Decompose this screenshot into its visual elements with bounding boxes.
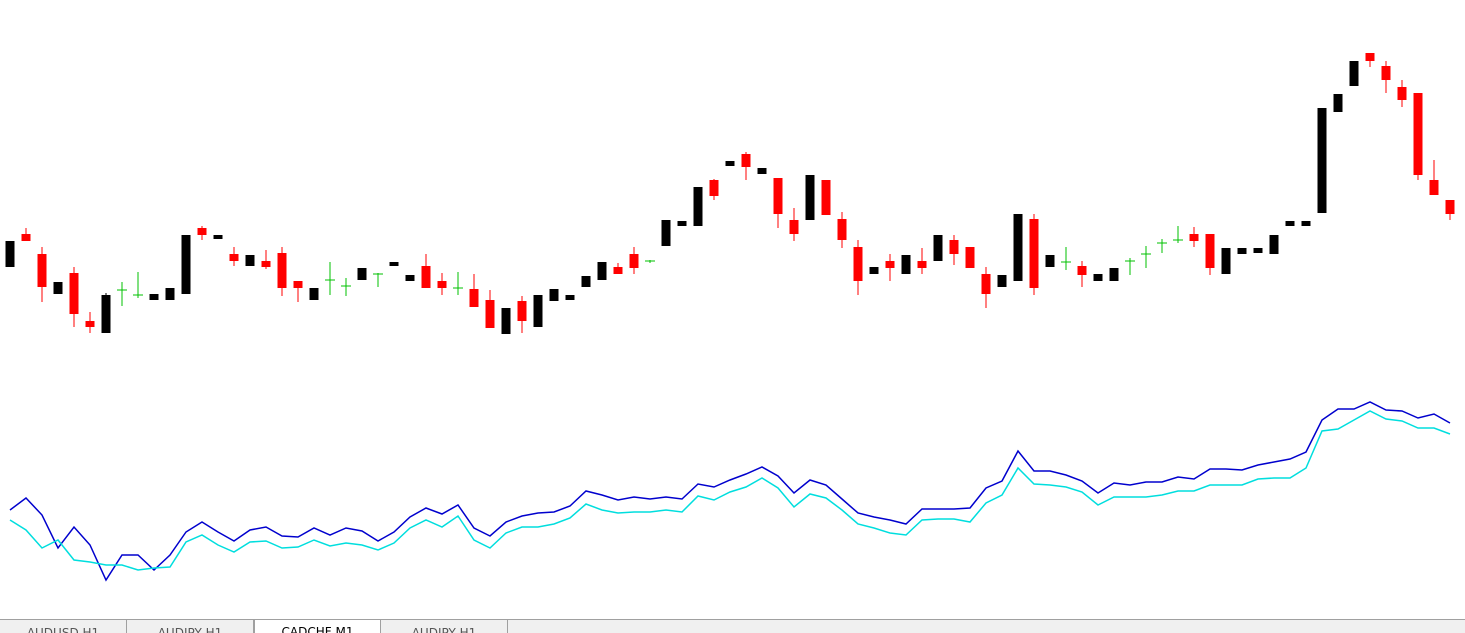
indicator-line [9,401,1451,582]
candle-body [421,266,431,288]
candle-body [1093,274,1103,281]
candle-body [1365,53,1375,61]
candle-body [1109,268,1119,281]
candle-body [693,187,703,226]
candle-body [197,228,207,235]
candle-body [837,219,847,240]
candle-body [181,235,191,294]
candle-body [709,180,719,196]
candle-body [789,220,799,234]
tab-bar: AUDUSD,H1 AUDJPY,H1 CADCHF,M1 AUDJPY,H1 [0,619,1465,633]
candle-body [309,288,319,300]
chart-tab[interactable]: CADCHF,M1 [254,620,381,633]
candle-body [21,234,31,241]
indicator-line [9,410,1451,571]
candle-body [1205,234,1215,268]
candle-body [1077,266,1087,275]
candle-body [1253,248,1263,253]
candle-body [949,240,959,254]
candle-body [901,255,911,274]
candle-body [1349,61,1359,86]
candle-body [629,254,639,268]
candle-body [677,221,687,226]
candle-body [389,262,399,266]
candle-body [1237,248,1247,254]
candle-body [917,261,927,268]
chart-tab[interactable]: AUDJPY,H1 [127,620,254,633]
candle-body [1333,94,1343,112]
candle-body [741,154,751,167]
candle-body [165,288,175,300]
candle-body [581,276,591,287]
candle-body [485,300,495,328]
candle-body [1429,180,1439,195]
candle-body [69,273,79,314]
candle-body [965,247,975,268]
candle-body [869,267,879,274]
candle-body [517,301,527,321]
candle-body [501,308,511,334]
candle-body [149,294,159,300]
chart [5,53,1455,582]
candle-body [757,168,767,174]
candle-body [725,161,735,166]
candle-body [1413,93,1423,175]
candle-body [1045,255,1055,267]
candle-body [1189,234,1199,241]
candle-body [1381,66,1391,80]
candle-body [293,281,303,288]
candle-body [277,253,287,288]
candle-body [1317,108,1327,213]
candle-body [1029,219,1039,288]
candle-body [981,274,991,294]
candle-body [821,180,831,215]
candle-body [1221,248,1231,274]
candle-body [85,321,95,327]
candle-body [1285,221,1295,226]
candle-body [1397,87,1407,100]
candle-body [1301,221,1311,226]
candle-body [5,241,15,267]
candle-body [885,261,895,268]
candle-body [101,295,111,333]
candle-body [565,295,575,300]
candle-body [261,261,271,267]
candle-body [853,247,863,281]
candle-body [53,282,63,294]
candle-body [213,235,223,239]
chart-tab[interactable]: AUDUSD,H1 [0,620,127,633]
candle-body [437,281,447,288]
candle-body [357,268,367,280]
candle-body [933,235,943,261]
candle-body [661,220,671,246]
candle-body [805,175,815,220]
chart-tab[interactable]: AUDJPY,H1 [381,620,508,633]
candle-body [1445,200,1455,214]
candle-body [245,255,255,266]
candle-body [533,295,543,327]
candle-body [1013,214,1023,281]
candle-body [549,289,559,301]
candle-body [229,254,239,261]
candle-body [773,178,783,214]
candle-body [997,275,1007,287]
candle-body [405,275,415,281]
candle-body [1269,235,1279,254]
candle-body [37,254,47,287]
candle-body [613,267,623,274]
candle-body [469,289,479,307]
candle-body [597,262,607,280]
